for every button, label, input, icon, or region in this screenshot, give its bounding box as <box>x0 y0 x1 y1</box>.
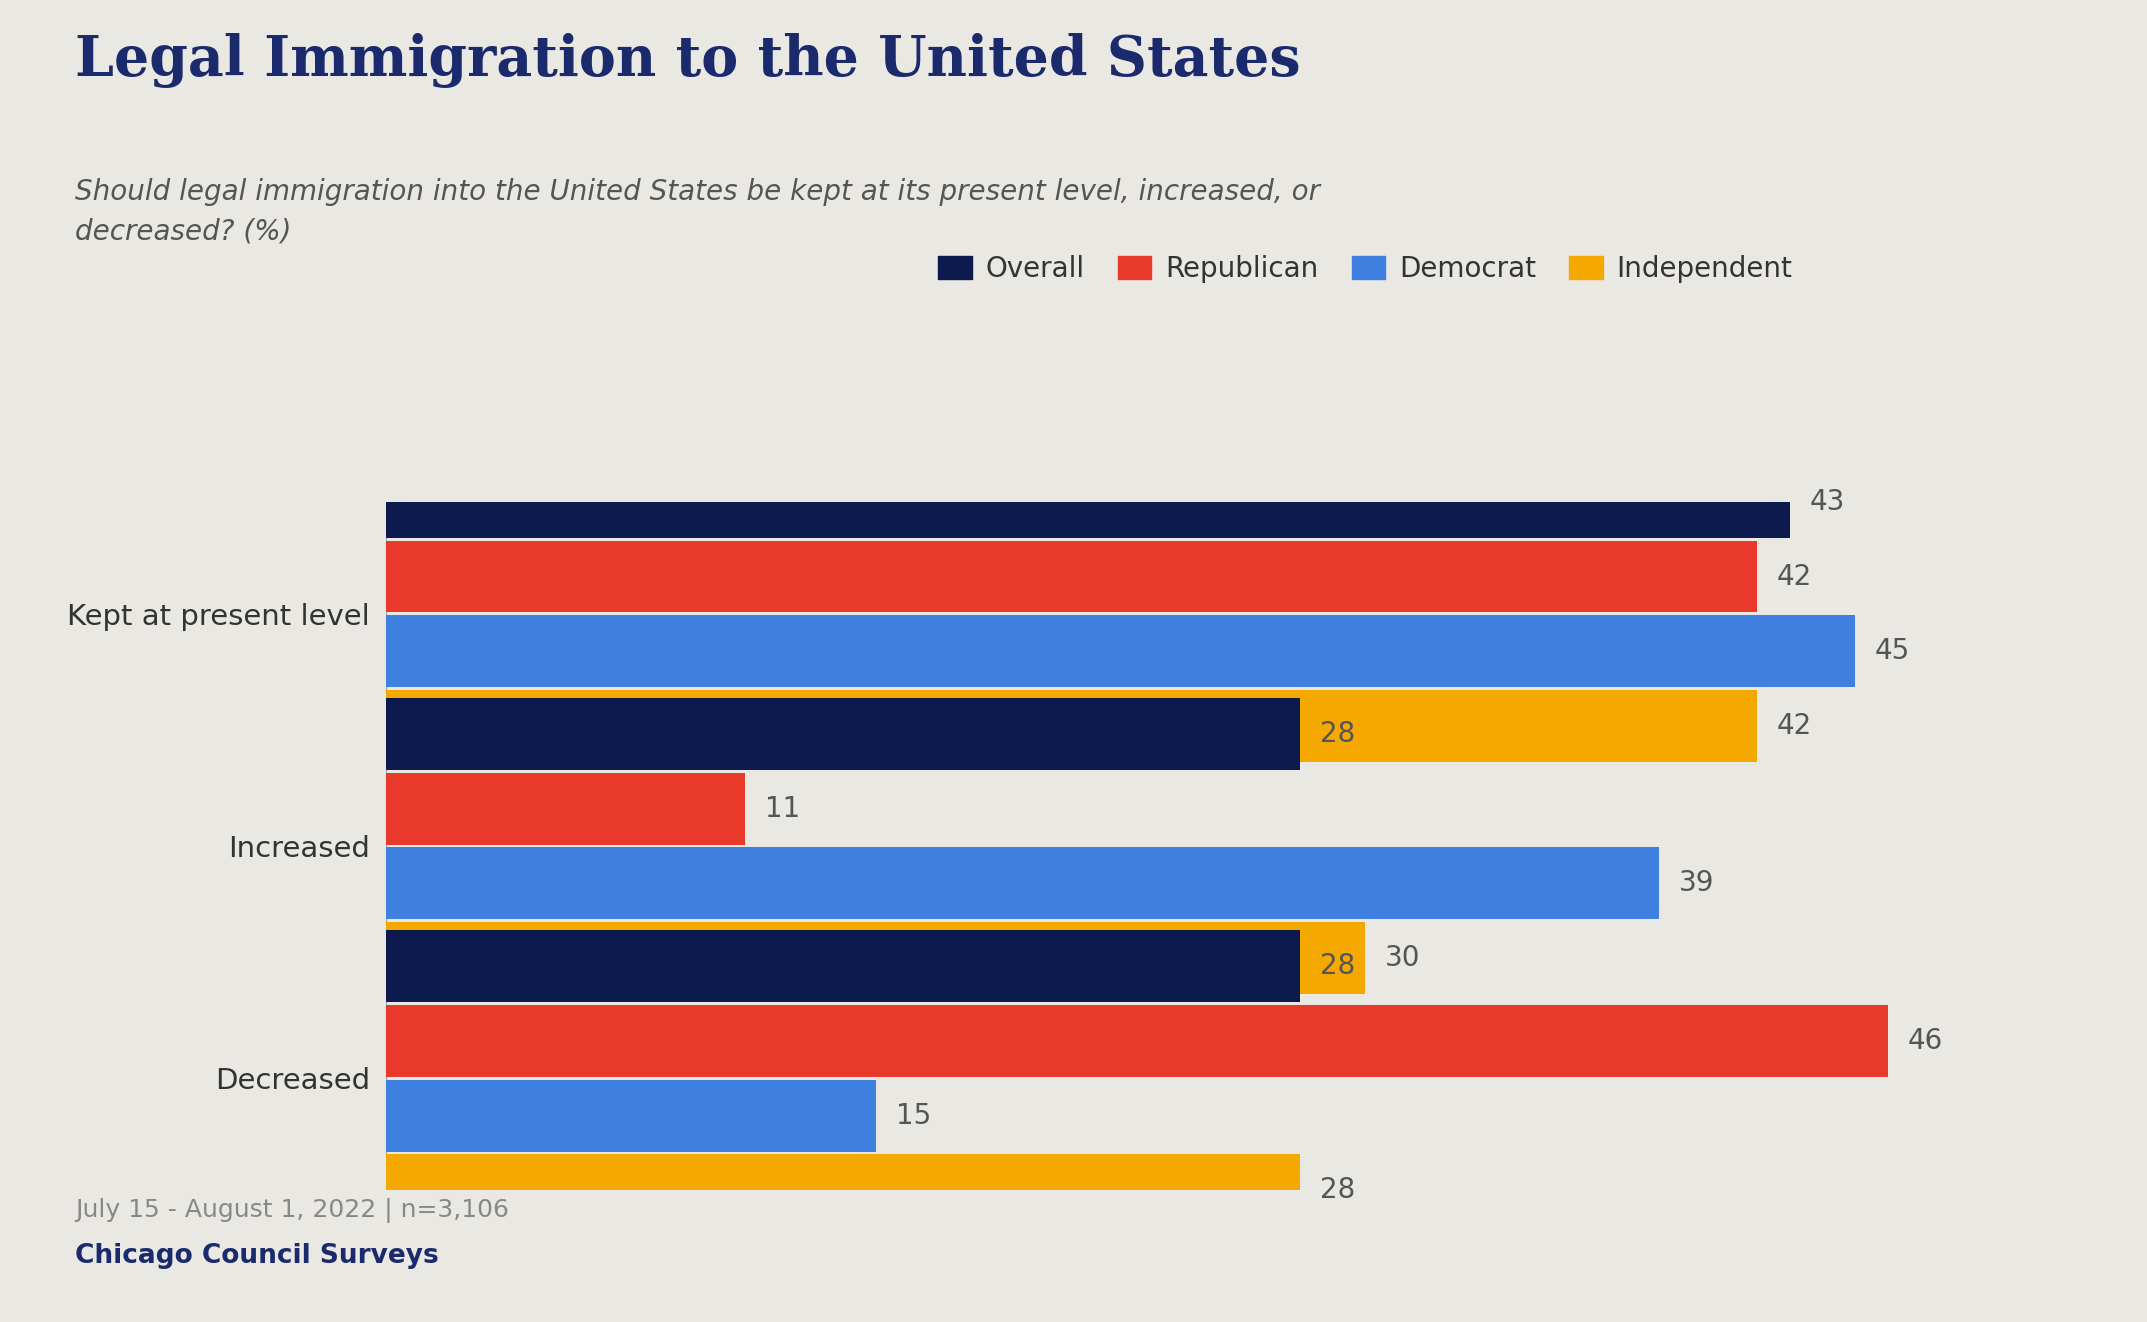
Bar <box>386 690 1756 761</box>
Bar <box>386 465 1791 538</box>
Text: 43: 43 <box>1810 488 1844 516</box>
Bar <box>386 541 1756 612</box>
Text: 28: 28 <box>1320 1177 1355 1204</box>
Text: 28: 28 <box>1320 720 1355 748</box>
Bar <box>386 615 1855 687</box>
Text: 46: 46 <box>1907 1027 1943 1055</box>
Text: Chicago Council Surveys: Chicago Council Surveys <box>75 1243 438 1269</box>
Text: July 15 - August 1, 2022 | n=3,106: July 15 - August 1, 2022 | n=3,106 <box>75 1198 509 1223</box>
Legend: Overall, Republican, Democrat, Independent: Overall, Republican, Democrat, Independe… <box>938 255 1793 283</box>
Text: Should legal immigration into the United States be kept at its present level, in: Should legal immigration into the United… <box>75 178 1320 246</box>
Bar <box>386 1080 876 1151</box>
Text: 15: 15 <box>895 1101 932 1129</box>
Bar <box>386 931 1301 1002</box>
Bar <box>386 698 1301 769</box>
Bar <box>386 847 1660 919</box>
Text: Legal Immigration to the United States: Legal Immigration to the United States <box>75 33 1301 89</box>
Text: 28: 28 <box>1320 952 1355 981</box>
Bar <box>386 1154 1301 1227</box>
Bar <box>386 923 1365 994</box>
Text: 42: 42 <box>1778 711 1812 740</box>
Bar <box>386 1005 1887 1077</box>
Text: 42: 42 <box>1778 563 1812 591</box>
Text: 45: 45 <box>1874 637 1911 665</box>
Text: 30: 30 <box>1385 944 1421 972</box>
Bar <box>386 773 745 845</box>
Text: 11: 11 <box>764 795 801 822</box>
Text: 39: 39 <box>1679 870 1713 898</box>
